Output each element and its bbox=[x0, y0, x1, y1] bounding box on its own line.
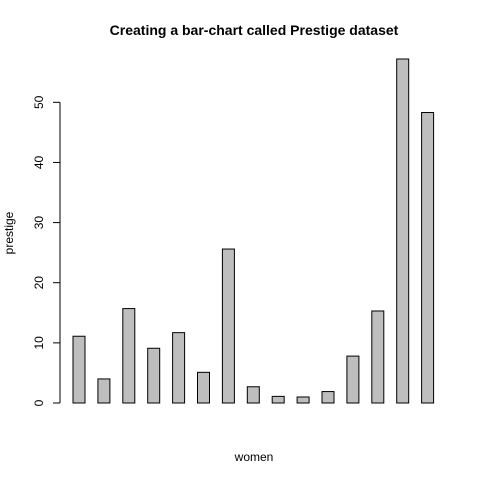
bar bbox=[246, 386, 260, 404]
bar bbox=[172, 332, 186, 404]
bars-group bbox=[72, 58, 435, 404]
bar bbox=[147, 347, 161, 404]
y-tick-label: 0 bbox=[32, 399, 46, 406]
y-tick-label: 50 bbox=[32, 95, 46, 109]
y-tick-label: 20 bbox=[32, 276, 46, 290]
chart-title: Creating a bar-chart called Prestige dat… bbox=[110, 22, 399, 38]
bar bbox=[296, 396, 310, 404]
bar bbox=[72, 335, 86, 404]
y-axis: 0 10 20 30 40 50 bbox=[32, 95, 61, 406]
x-axis-label: women bbox=[234, 450, 274, 464]
bar bbox=[221, 248, 235, 404]
bar bbox=[97, 378, 111, 404]
bar bbox=[197, 371, 210, 404]
bar bbox=[421, 112, 435, 404]
bar bbox=[271, 395, 285, 404]
bar bbox=[371, 310, 385, 404]
bar bbox=[321, 391, 335, 404]
bar bbox=[122, 308, 136, 404]
y-tick-label: 40 bbox=[32, 155, 46, 169]
y-tick-label: 10 bbox=[32, 336, 46, 350]
y-axis-label: prestige bbox=[2, 211, 16, 254]
y-tick-label: 30 bbox=[32, 216, 46, 230]
bar bbox=[396, 58, 410, 404]
bar bbox=[346, 355, 360, 404]
